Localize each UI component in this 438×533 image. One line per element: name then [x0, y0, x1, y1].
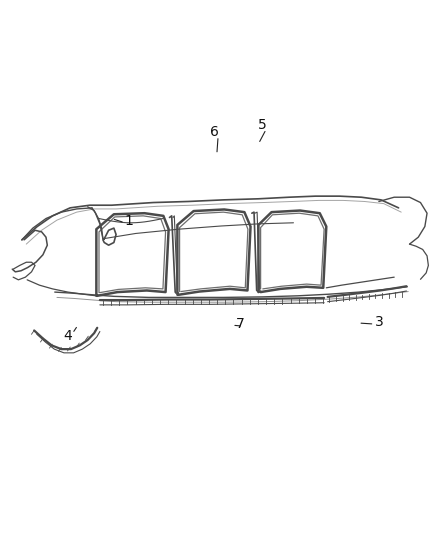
Text: 7: 7	[236, 317, 244, 331]
Text: 3: 3	[374, 316, 383, 329]
Text: 4: 4	[64, 329, 72, 343]
Text: 6: 6	[210, 125, 219, 139]
Text: 1: 1	[125, 214, 134, 228]
Text: 5: 5	[258, 118, 267, 132]
